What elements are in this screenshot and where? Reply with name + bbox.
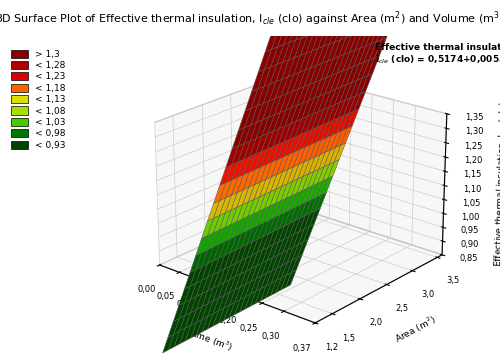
X-axis label: Volume (m$^3$): Volume (m$^3$) [176, 321, 235, 354]
Text: 3D Surface Plot of Effective thermal insulation, I$_{cle}$ (clo) against Area (m: 3D Surface Plot of Effective thermal ins… [0, 9, 500, 28]
Y-axis label: Area (m$^2$): Area (m$^2$) [392, 313, 439, 346]
Text: Effective thermal insulation
I$_{cle}$ (clo) = 0,5174+0,0055*A+4,4155*V: Effective thermal insulation I$_{cle}$ (… [375, 43, 500, 67]
Legend: > 1,3, < 1,28, < 1,23, < 1,18, < 1,13, < 1,08, < 1,03, < 0,98, < 0,93: > 1,3, < 1,28, < 1,23, < 1,18, < 1,13, <… [10, 48, 67, 152]
